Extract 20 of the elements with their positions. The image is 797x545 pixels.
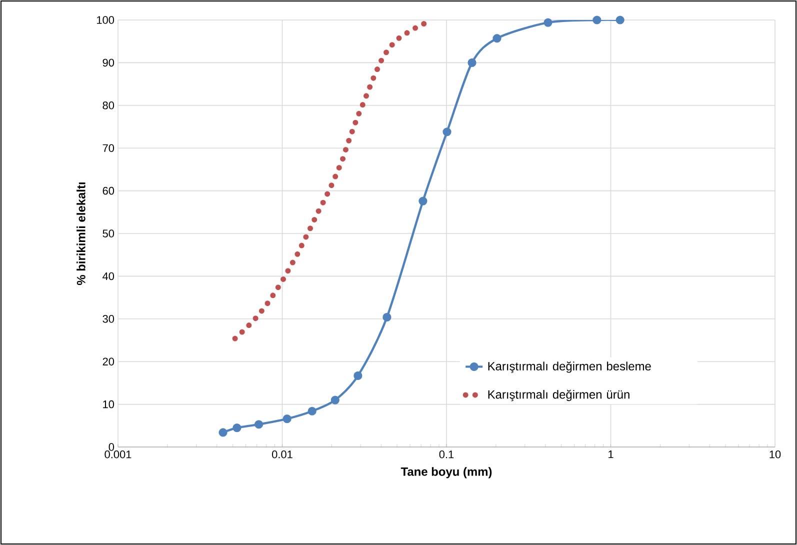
- y-tick-label: 100: [97, 16, 114, 24]
- y-tick-label: 0: [108, 443, 114, 451]
- y-tick-label: 10: [103, 400, 114, 408]
- y-tick-label: 50: [102, 230, 114, 238]
- legend-label: Karıştırmalı değirmen ürün: [488, 390, 630, 402]
- x-axis-title: Tane boyu (mm): [400, 467, 492, 478]
- y-axis-title: % birikimli elekaltı: [76, 182, 86, 286]
- y-tick-label: 80: [102, 102, 114, 110]
- x-tick-label: 0.01: [272, 450, 292, 458]
- y-tick-label: 60: [102, 186, 114, 195]
- x-tick-label: 1: [608, 450, 614, 458]
- x-tick-label: 0.1: [439, 450, 454, 458]
- legend-label: Karıştırmalı değirmen besleme: [488, 362, 651, 373]
- y-tick-label: 20: [102, 358, 114, 366]
- y-tick-label: 30: [102, 315, 114, 323]
- y-tick-label: 40: [102, 272, 114, 280]
- y-tick-label: 90: [102, 58, 114, 67]
- y-tick-label: 70: [102, 144, 114, 152]
- x-tick-label: 0.001: [104, 450, 132, 458]
- x-tick-label: 10: [770, 450, 781, 458]
